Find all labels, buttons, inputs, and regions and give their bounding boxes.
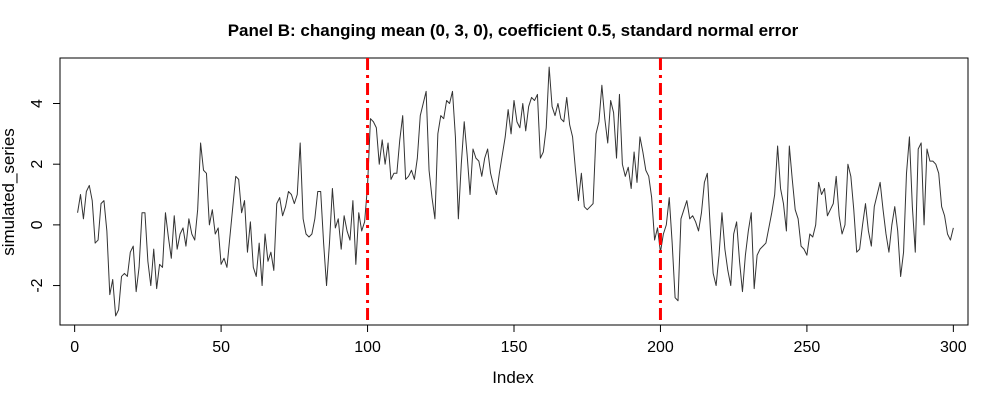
- x-tick-label: 200: [647, 339, 674, 356]
- chart-title: Panel B: changing mean (0, 3, 0), coeffi…: [228, 21, 799, 40]
- x-tick-label: 100: [354, 339, 381, 356]
- x-tick-label: 0: [70, 339, 79, 356]
- changepoint-lines: [366, 58, 662, 325]
- series-line: [77, 66, 954, 317]
- x-tick-label: 150: [501, 339, 528, 356]
- x-axis: 0 50 100 150 200 250 300: [70, 324, 967, 356]
- x-tick-label: 250: [794, 339, 821, 356]
- series-group: [77, 66, 954, 317]
- y-tick-label: 4: [29, 99, 46, 108]
- x-tick-label: 50: [212, 339, 230, 356]
- y-axis-label: simulated_series: [0, 128, 18, 256]
- plot-frame: [59, 57, 969, 326]
- y-tick-label: 0: [29, 220, 46, 229]
- x-axis-label: Index: [492, 368, 534, 387]
- y-tick-label: 2: [29, 160, 46, 169]
- y-axis: -2 0 2 4: [29, 99, 61, 293]
- x-tick-label: 300: [940, 339, 967, 356]
- y-tick-label: -2: [29, 278, 46, 292]
